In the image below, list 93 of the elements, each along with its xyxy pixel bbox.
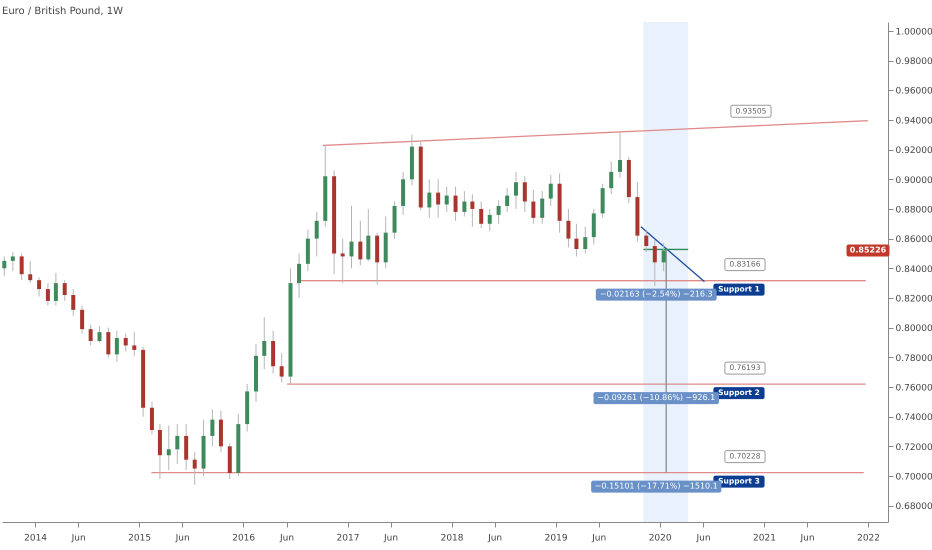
candlestick — [662, 242, 666, 272]
candlestick — [644, 229, 648, 252]
candlestick — [166, 425, 171, 471]
y-tick-label: 0.96000 — [896, 86, 932, 97]
x-tick-label: 2015 — [128, 534, 152, 544]
x-tick-label: 2016 — [232, 534, 256, 544]
candlestick — [71, 288, 76, 316]
candlestick — [522, 176, 527, 212]
candlestick — [124, 333, 128, 352]
x-tick-label: 2018 — [440, 534, 464, 544]
candlestick — [349, 205, 354, 269]
candlestick — [132, 332, 136, 356]
candlestick — [652, 240, 657, 287]
x-tick-label: 2020 — [648, 534, 672, 544]
candlestick — [10, 251, 15, 272]
candlestick — [54, 272, 58, 306]
candlestick — [488, 208, 492, 232]
candlestick — [427, 178, 432, 218]
candlestick — [37, 276, 42, 297]
candlestick — [97, 326, 102, 343]
candlestick — [150, 401, 154, 435]
x-tick-label: 2017 — [336, 534, 360, 544]
candlestick — [548, 174, 553, 206]
candlestick — [470, 194, 474, 228]
candlestick — [514, 171, 518, 210]
y-tick-label: 0.74000 — [896, 413, 932, 424]
x-tick-label: 2021 — [753, 534, 776, 544]
annotation: −0.15101 (−17.71%) −1510.1 — [594, 482, 718, 491]
candlestick — [314, 211, 319, 257]
y-tick-label: 0.94000 — [896, 116, 932, 126]
y-tick-label: 0.76000 — [896, 383, 932, 394]
candlestick — [184, 424, 188, 471]
candlestick — [297, 252, 302, 298]
candlestick — [280, 352, 284, 384]
candlestick — [574, 223, 578, 257]
candlestick — [592, 208, 596, 246]
x-tick-label: Jun — [591, 534, 606, 544]
candlestick — [436, 178, 440, 218]
y-tick-label: 0.92000 — [896, 146, 932, 156]
candlestick — [479, 201, 484, 229]
candlestick — [2, 256, 6, 276]
candlestick — [192, 452, 197, 486]
candlestick — [210, 408, 214, 447]
x-tick-label: Jun — [695, 534, 711, 544]
x-tick-label: 2019 — [544, 534, 568, 544]
candlestick — [80, 304, 84, 334]
candlestick — [540, 190, 544, 224]
candlestick — [531, 189, 536, 224]
candlestick — [114, 330, 119, 362]
y-tick-label: 0.72000 — [896, 442, 932, 453]
x-tick-label: 2014 — [24, 534, 48, 544]
y-tick-label: 0.84000 — [896, 264, 932, 275]
candlestick — [88, 324, 93, 346]
y-tick-label: 0.82000 — [896, 294, 932, 304]
x-tick-label: Jun — [383, 534, 398, 544]
candlestick — [454, 186, 458, 222]
candlestick — [583, 226, 588, 254]
chart-title: Euro / British Pound, 1W — [2, 6, 124, 17]
candlestick — [106, 327, 110, 358]
candlestick — [20, 252, 24, 281]
y-tick-label: 0.88000 — [896, 205, 932, 216]
candlestick — [444, 186, 449, 212]
y-tick-label: 1.00000 — [896, 27, 932, 38]
candlestick — [618, 131, 622, 178]
y-tick-label: 0.90000 — [896, 176, 932, 186]
candlestick — [46, 282, 50, 306]
y-tick-label: 0.86000 — [896, 235, 932, 246]
candlestick — [62, 280, 67, 302]
x-tick-label: Jun — [70, 534, 86, 544]
candlestick — [358, 220, 362, 266]
y-tick-label: 0.68000 — [896, 502, 932, 512]
x-tick-label: Jun — [278, 534, 294, 544]
x-tick-label: Jun — [800, 534, 815, 544]
annotation: −0.02163 (−2.54%) −216.3 — [600, 290, 713, 299]
x-tick-label: Jun — [174, 534, 190, 544]
candlestick — [566, 208, 570, 248]
y-tick-label: 0.98000 — [896, 57, 932, 68]
candlestick — [175, 424, 180, 465]
x-tick-label: 2022 — [857, 534, 880, 544]
candlestick — [28, 260, 32, 284]
annotation: −0.09261 (−10.86%) −926.1 — [597, 393, 716, 402]
candlestick — [366, 208, 370, 262]
candlestick — [462, 190, 466, 217]
candlestick — [262, 316, 266, 370]
candlestick — [609, 160, 614, 195]
candlestick — [505, 188, 510, 212]
annotation: 0.85226 — [850, 245, 887, 254]
x-tick-label: Jun — [487, 534, 502, 544]
y-tick-label: 0.70000 — [896, 472, 932, 483]
candlestick — [496, 200, 501, 224]
y-tick-label: 0.80000 — [896, 324, 932, 334]
candlestick — [340, 238, 345, 284]
y-tick-label: 0.78000 — [896, 354, 932, 364]
